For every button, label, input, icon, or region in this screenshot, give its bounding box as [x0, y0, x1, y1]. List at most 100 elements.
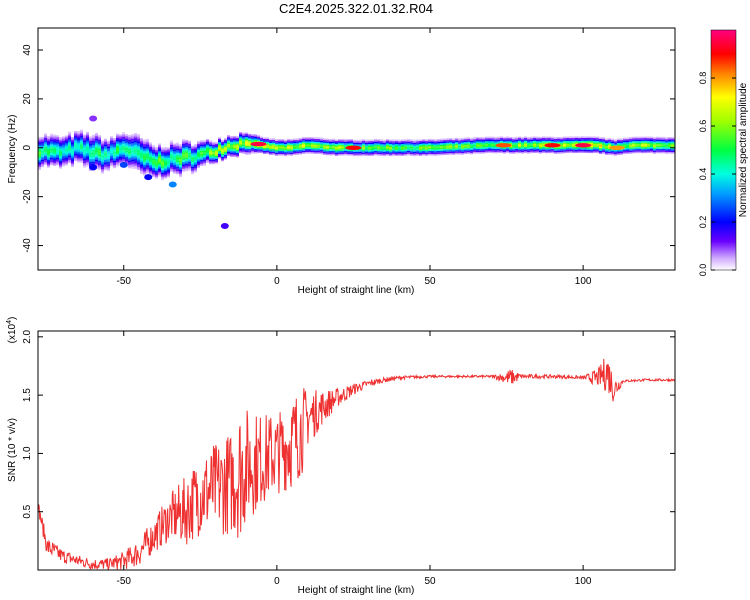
heatmap-cell: [158, 166, 161, 168]
heatmap-cell: [158, 145, 161, 147]
heatmap-cell: [572, 141, 575, 143]
heatmap-cell: [71, 156, 74, 158]
heatmap-cell: [38, 146, 41, 148]
heatmap-cell: [221, 153, 224, 156]
heatmap-cell: [242, 141, 245, 144]
heatmap-cell: [143, 142, 146, 144]
heatmap-cell: [119, 143, 122, 145]
heatmap-cell: [428, 141, 431, 144]
heatmap-cell: [116, 148, 119, 150]
heatmap-cell: [236, 155, 239, 158]
heatmap-cell: [587, 141, 590, 143]
heatmap-cell: [56, 148, 59, 151]
heatmap-cell: [44, 154, 47, 156]
heatmap-cell: [236, 154, 239, 156]
heatmap-cell: [53, 149, 56, 151]
heatmap-cell: [134, 158, 137, 161]
heatmap-cell: [563, 141, 566, 143]
heatmap-cell: [671, 147, 674, 150]
heatmap-cell: [353, 141, 356, 143]
heatmap-cell: [152, 175, 155, 177]
heatmap-cell: [545, 141, 548, 143]
heatmap-cell: [407, 152, 410, 154]
heatmap-cell: [524, 137, 527, 140]
heatmap-cell: [53, 158, 56, 160]
heatmap-cell: [245, 134, 248, 136]
heatmap-cell: [59, 159, 62, 161]
heatmap-cell: [92, 149, 95, 152]
heatmap-cell: [608, 151, 611, 154]
heatmap-cell: [560, 144, 563, 147]
heatmap-cell: [161, 165, 164, 167]
heatmap-cell: [317, 149, 320, 151]
heatmap-cell: [290, 143, 293, 146]
heatmap-cell: [257, 135, 260, 137]
heatmap-cell: [140, 139, 143, 141]
heatmap-cell: [242, 138, 245, 141]
heatmap-cell: [509, 141, 512, 143]
heatmap-cell: [284, 153, 287, 155]
heatmap-cell: [128, 148, 131, 151]
heatmap-cell: [98, 151, 101, 154]
heatmap-cell: [191, 154, 194, 157]
heatmap-cell: [374, 147, 377, 150]
heatmap-cell: [473, 152, 476, 154]
heatmap-cell: [572, 151, 575, 154]
heatmap-cell: [344, 140, 347, 142]
heatmap-cell: [260, 148, 263, 151]
heatmap-cell: [128, 150, 131, 152]
heatmap-cell: [179, 151, 182, 154]
heatmap-cell: [167, 158, 170, 160]
heatmap-cell: [95, 149, 98, 151]
heatmap-cell: [137, 135, 140, 138]
heatmap-cell: [287, 146, 290, 148]
heatmap-cell: [62, 157, 65, 159]
colorbar-tick-label: 0.6: [698, 120, 708, 133]
heatmap-cell: [110, 139, 113, 141]
heatmap-cell: [293, 147, 296, 149]
heatmap-cell: [296, 138, 299, 140]
heatmap-cell: [80, 155, 83, 157]
heatmap-cell: [197, 147, 200, 149]
heatmap-cell: [179, 153, 182, 155]
heatmap-cell: [425, 154, 428, 156]
heatmap-cell: [173, 160, 176, 162]
heatmap-cell: [47, 157, 50, 159]
heatmap-cell: [623, 139, 626, 141]
heatmap-cell: [350, 143, 353, 145]
heatmap-cell: [80, 143, 83, 145]
heatmap-cell: [602, 150, 605, 153]
heatmap-cell: [458, 142, 461, 145]
heatmap-cell: [116, 150, 119, 152]
heatmap-cell: [629, 141, 632, 144]
heatmap-cell: [218, 155, 221, 157]
heatmap-cell: [671, 141, 674, 144]
heatmap-cell: [281, 149, 284, 151]
heatmap-cell: [536, 145, 539, 148]
heatmap-cell: [665, 147, 668, 150]
heatmap-cell: [101, 163, 104, 165]
multiplier-exponent: 4: [6, 320, 13, 324]
heatmap-cell: [134, 166, 137, 168]
heatmap-cell: [479, 150, 482, 153]
heatmap-cell: [497, 136, 500, 139]
heatmap-cell: [296, 141, 299, 143]
heatmap-cell: [341, 152, 344, 154]
heatmap-cell: [569, 139, 572, 141]
heatmap-cell: [278, 152, 281, 154]
heatmap-cell: [89, 146, 92, 149]
heatmap-cell: [467, 140, 470, 142]
heatmap-cell: [590, 144, 593, 146]
heatmap-cell: [536, 144, 539, 146]
heatmap-cell: [401, 154, 404, 156]
snr-ytick-label: 1.0: [22, 446, 33, 460]
heatmap-cell: [149, 171, 152, 173]
heatmap-cell: [263, 140, 266, 142]
heatmap-cell: [485, 145, 488, 148]
heatmap-scatter-blob: [168, 181, 177, 188]
heatmap-cell: [239, 151, 242, 153]
heatmap-cell: [653, 140, 656, 142]
multiplier-close: ): [7, 317, 18, 320]
heatmap-cell: [488, 148, 491, 150]
heatmap-cell: [80, 140, 83, 142]
